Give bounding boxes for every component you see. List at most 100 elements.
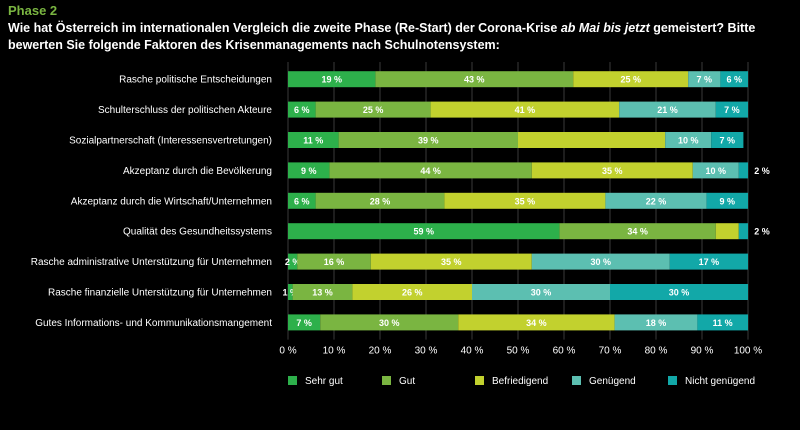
- category-label: Gutes Informations- und Kommunikationsma…: [35, 318, 272, 329]
- bar-segment: [706, 192, 748, 209]
- bar-segment: [619, 101, 716, 118]
- data-label: 10 %: [706, 166, 727, 176]
- data-label: 28 %: [370, 196, 391, 206]
- bar-segment: [518, 132, 666, 148]
- data-label: 7 %: [697, 75, 713, 85]
- bar-segment: [692, 162, 739, 179]
- data-label: 59 %: [413, 227, 434, 237]
- bar-segment: [352, 284, 472, 300]
- phase-label: Phase 2: [8, 3, 58, 18]
- bar-segment: [320, 314, 459, 331]
- bar-segment: [288, 284, 293, 300]
- data-label: 6 %: [294, 196, 310, 206]
- x-tick-label: 80 %: [645, 346, 668, 357]
- category-label: Schulterschluss der politischen Akteure: [98, 105, 272, 116]
- bar-segment: [370, 253, 532, 270]
- bar-segment: [288, 101, 316, 118]
- data-label: 6 %: [726, 75, 742, 85]
- bar-segment: [288, 223, 560, 240]
- bar-segment: [738, 223, 748, 240]
- title-part-1: Wie hat Österreich im internationalen Ve…: [8, 21, 561, 35]
- bar-segment: [669, 253, 748, 270]
- bar-segment: [573, 71, 689, 88]
- data-label: 35 %: [441, 257, 462, 267]
- data-label: 25 %: [363, 105, 384, 115]
- data-label: 13 %: [312, 288, 333, 298]
- data-label: 7 %: [724, 105, 740, 115]
- bar-segment: [715, 101, 748, 118]
- bar-segment: [288, 192, 316, 209]
- data-label: 25 %: [620, 75, 641, 85]
- bar-segment: [697, 314, 748, 331]
- legend-label: Sehr gut: [305, 376, 343, 387]
- data-label: 7 %: [296, 318, 312, 328]
- bar-segment: [329, 162, 532, 179]
- data-label: 19 %: [321, 75, 342, 85]
- bar-segment: [315, 192, 445, 209]
- data-label: 11 %: [713, 318, 733, 328]
- data-label: 9 %: [720, 196, 736, 206]
- x-tick-label: 60 %: [553, 346, 576, 357]
- data-label: 44 %: [420, 166, 441, 176]
- legend-label: Genügend: [589, 376, 636, 387]
- legend: Sehr gut Gut Befriedigend Genügend Nicht gen…: [288, 376, 755, 387]
- bar-segment: [430, 101, 620, 118]
- data-label: 43 %: [464, 75, 485, 85]
- data-label: 17 %: [699, 257, 720, 267]
- category-label: Sozialpartnerschaft (Interessensvertretu…: [69, 136, 272, 147]
- title-emphasis: ab Mai bis jetzt: [560, 21, 650, 35]
- data-label: 22 %: [646, 196, 667, 206]
- bar-segment: [315, 101, 431, 118]
- data-label: 9 %: [301, 166, 317, 176]
- data-label: 1 %: [283, 288, 299, 298]
- data-label: 2 %: [285, 257, 301, 267]
- data-label: 34 %: [526, 318, 547, 328]
- bar-segment: [292, 284, 353, 300]
- x-tick-label: 20 %: [369, 346, 392, 357]
- category-label: Akzeptanz durch die Wirtschaft/Unternehm…: [71, 196, 272, 207]
- data-label: 21 %: [657, 105, 678, 115]
- x-tick-label: 40 %: [461, 346, 484, 357]
- category-label: Rasche politische Entscheidungen: [119, 75, 272, 86]
- x-tick-label: 10 %: [323, 346, 346, 357]
- bar-segment: [288, 162, 330, 179]
- data-label: 2 %: [754, 227, 770, 237]
- bar-segment: [288, 253, 298, 270]
- legend-swatch: [572, 376, 581, 385]
- legend-swatch: [475, 376, 484, 385]
- x-tick-label: 0 %: [279, 346, 296, 357]
- bar-segment: [688, 71, 721, 88]
- category-label: Rasche administrative Unterstützung für …: [31, 257, 272, 268]
- data-label: 41 %: [515, 105, 536, 115]
- data-label: 26 %: [402, 288, 423, 298]
- data-label: 34 %: [627, 227, 648, 237]
- bar-segment: [458, 314, 615, 331]
- x-tick-label: 90 %: [691, 346, 714, 357]
- data-label: 35 %: [515, 196, 536, 206]
- bar-segment: [444, 192, 606, 209]
- data-label: 18 %: [646, 318, 667, 328]
- data-label: 11 %: [303, 136, 323, 146]
- data-label: 30 %: [669, 288, 690, 298]
- data-label: 30 %: [591, 257, 612, 267]
- data-label: 35 %: [602, 166, 623, 176]
- category-label: Akzeptanz durch die Bevölkerung: [123, 166, 272, 177]
- bars: 19 % 43 % 25 % 7 % 6 % 6 % 25 % 41 % 21 % 7 % 11 %…: [283, 71, 770, 331]
- data-label: 7 %: [720, 136, 736, 146]
- bar-segment: [720, 71, 748, 88]
- legend-swatch: [288, 376, 297, 385]
- bar-segment: [472, 284, 610, 300]
- x-tick-label: 100 %: [734, 346, 762, 357]
- x-tick-label: 50 %: [507, 346, 530, 357]
- category-labels: Rasche politische Entscheidungen Schulter…: [31, 75, 273, 329]
- bar-segment: [738, 162, 748, 179]
- legend-label: Befriedigend: [492, 376, 548, 387]
- title-part-2: gemeistert? Bitte bewerten Sie folgende …: [8, 21, 756, 52]
- data-label: 2 %: [754, 166, 770, 176]
- bar-segment: [614, 314, 698, 331]
- bar-segment: [531, 162, 693, 179]
- bar-segment: [531, 253, 670, 270]
- bar-segment: [288, 132, 339, 148]
- data-label: 6 %: [294, 105, 310, 115]
